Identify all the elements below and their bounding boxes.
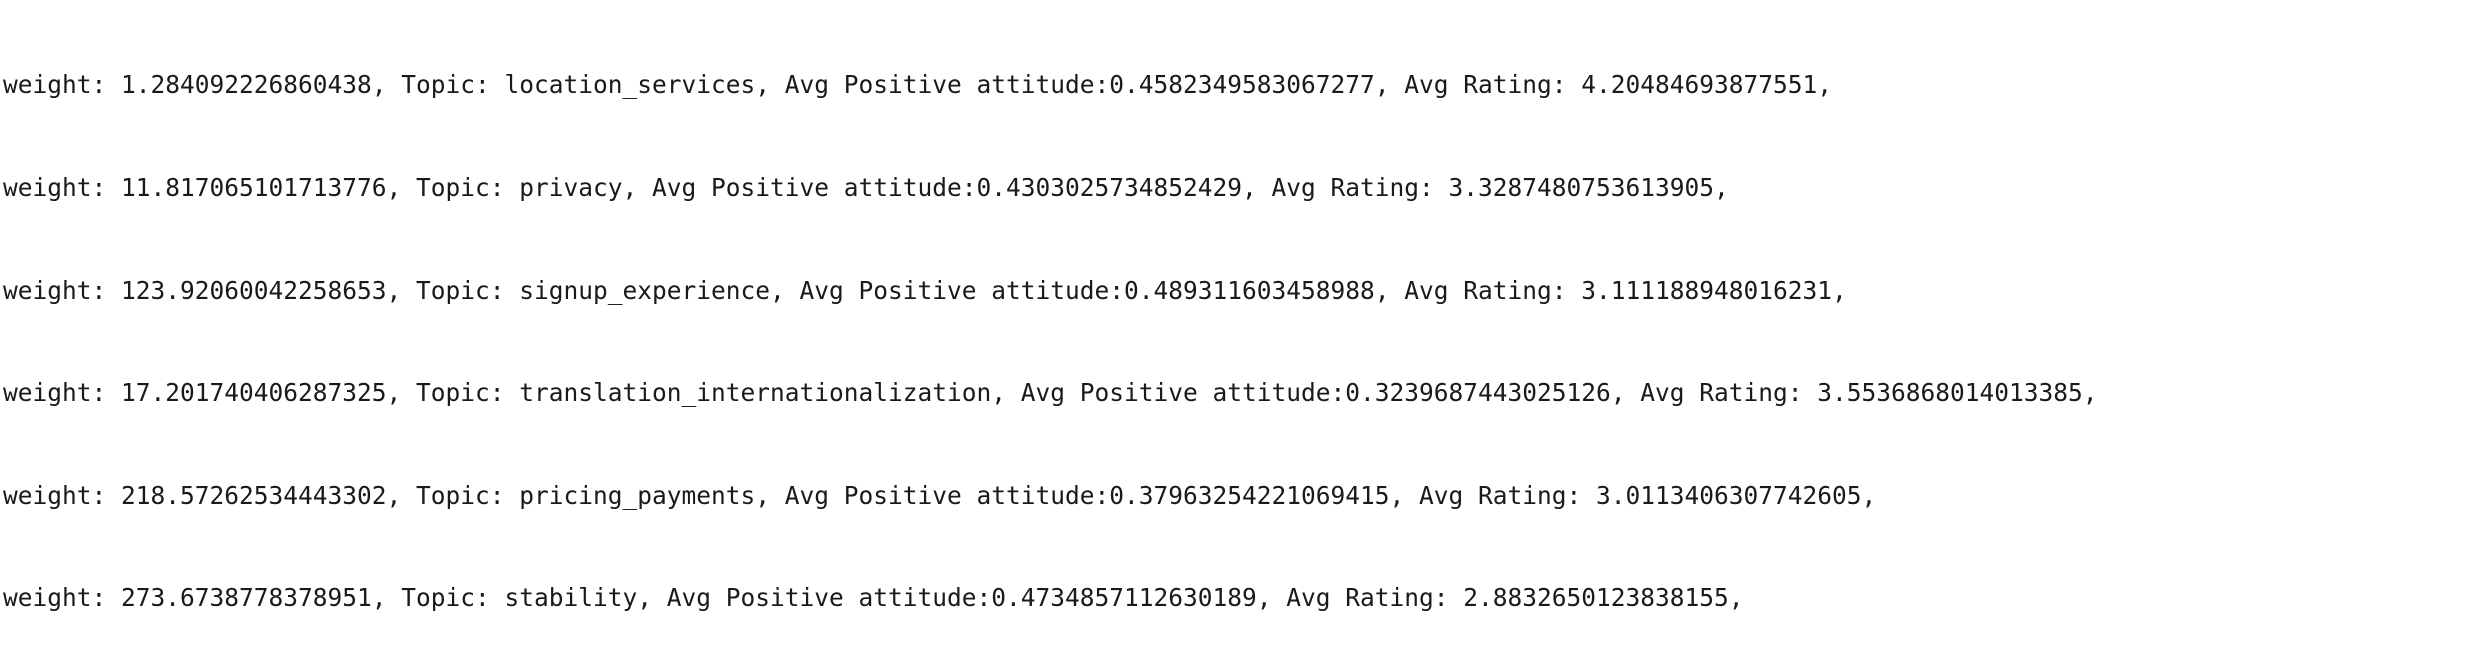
output-line-signup-experience: weight: 123.92060042258653, Topic: signu…	[3, 275, 1847, 305]
output-line-pricing-payments: weight: 218.57262534443302, Topic: prici…	[3, 480, 1877, 510]
output-line-stability: weight: 273.6738778378951, Topic: stabil…	[3, 583, 1744, 613]
output-line-location-services: weight: 1.284092226860438, Topic: locati…	[3, 70, 1833, 100]
output-line-translation-internationalization: weight: 17.201740406287325, Topic: trans…	[3, 378, 2098, 408]
output-line-privacy: weight: 11.817065101713776, Topic: priva…	[3, 173, 1729, 202]
